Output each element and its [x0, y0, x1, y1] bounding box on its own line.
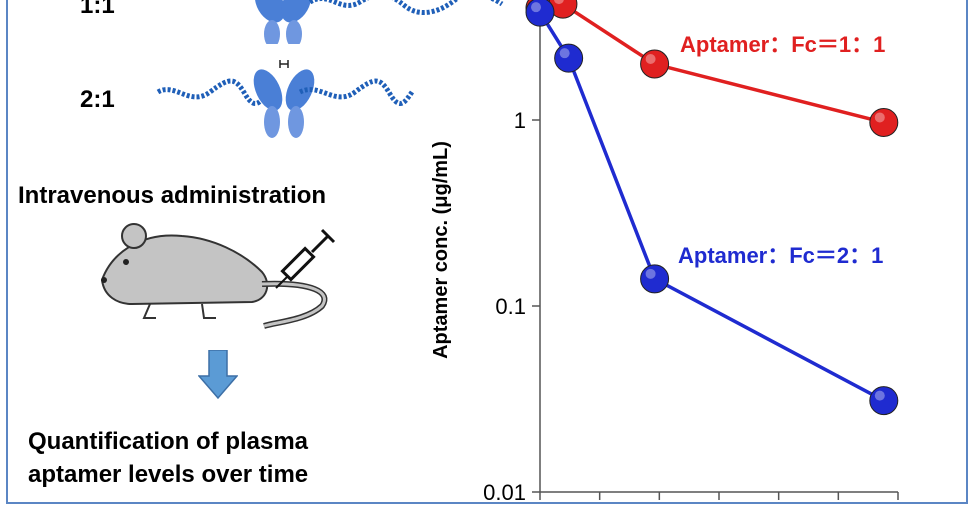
data-point-series0-2 [640, 49, 670, 79]
data-point-series1-2 [640, 264, 670, 294]
y-tick-label: 1 [514, 108, 526, 133]
y-tick-label: 0.1 [495, 294, 526, 319]
ratio-label-1-1: 1:1 [80, 0, 115, 19]
figure-frame [6, 0, 968, 504]
data-point-highlight [531, 2, 541, 13]
data-point-highlight [559, 48, 570, 59]
data-point-highlight [874, 390, 885, 401]
administration-label: Intravenous administration [18, 182, 327, 209]
data-point-highlight [645, 54, 656, 65]
chart-axes: 0.01 0.1 1 [483, 0, 899, 505]
quantification-label-line1: Quantification of plasma [28, 428, 309, 455]
data-point-highlight [645, 268, 656, 279]
series-line-1 [538, 11, 885, 403]
data-point-series0-3 [869, 107, 899, 137]
down-arrow-icon [198, 350, 238, 400]
data-point-highlight [874, 112, 885, 123]
mouse-illustration [100, 223, 328, 329]
series-label-2-1: Aptamer：Fc＝2：1 [678, 243, 883, 268]
data-point-series1-0 [525, 0, 555, 27]
series-label-1-1: Aptamer：Fc＝1：1 [680, 32, 885, 57]
y-tick-label: 0.01 [483, 480, 526, 505]
syringe-icon [275, 228, 336, 289]
ratio-label-2-1: 2:1 [80, 86, 115, 113]
data-point-series1-1 [554, 43, 584, 73]
antibody-diagram-2-1 [156, 60, 415, 138]
antibody-diagram-1-1 [254, 0, 504, 44]
quantification-label-line2: aptamer levels over time [28, 461, 309, 488]
y-axis-label: Aptamer conc. (μg/mL) [430, 141, 452, 359]
data-point-series1-3 [869, 386, 899, 416]
series-line-0 [539, 2, 885, 125]
data-point-highlight [554, 0, 564, 5]
